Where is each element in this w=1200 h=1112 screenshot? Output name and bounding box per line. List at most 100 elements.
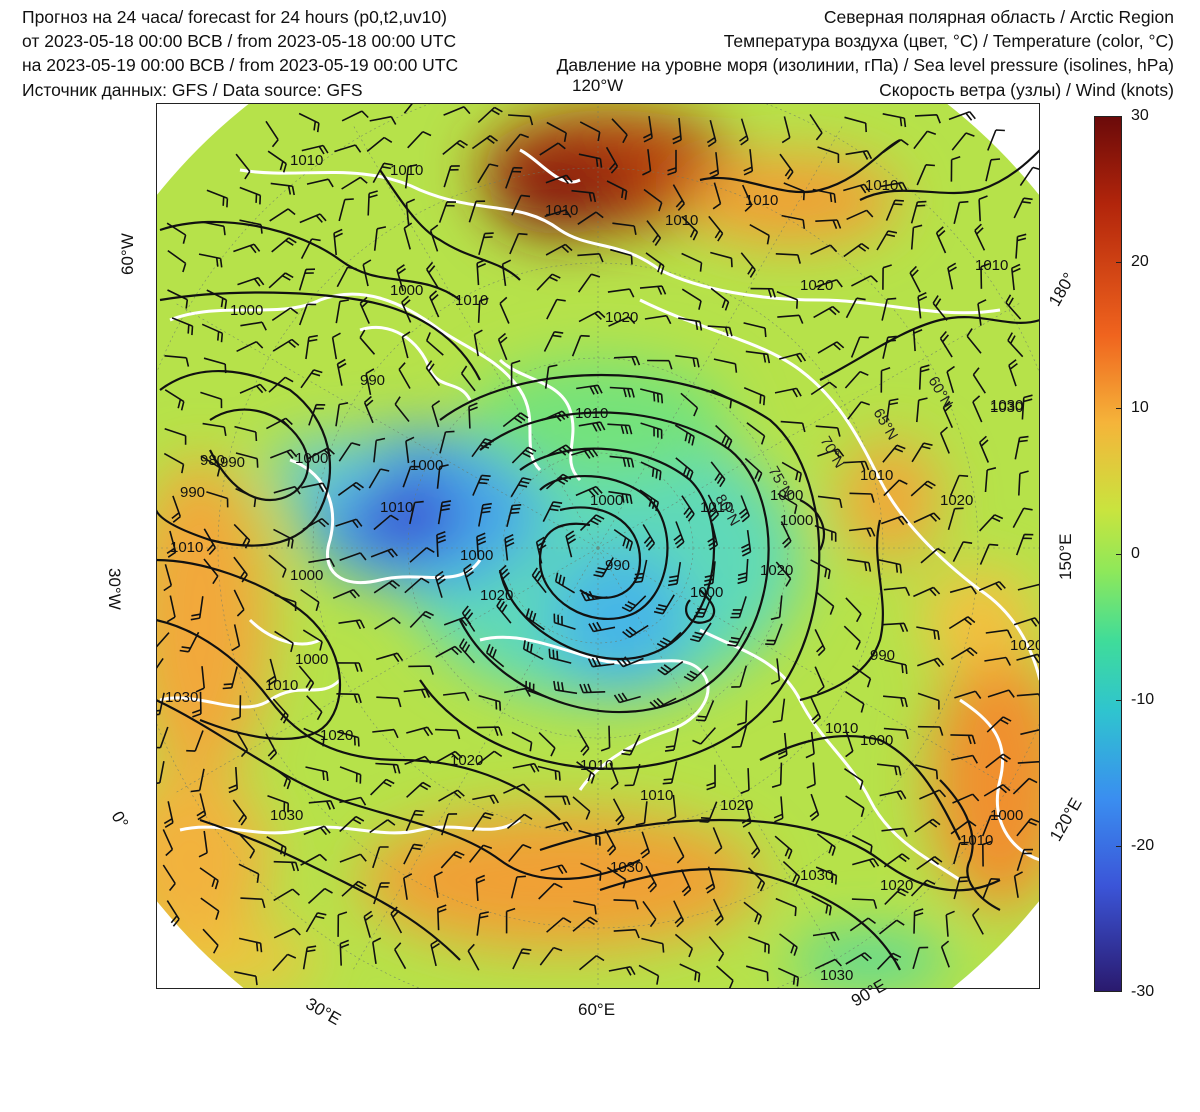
wind-barb	[950, 156, 961, 182]
wind-barb	[916, 397, 928, 423]
wind-barb	[1013, 871, 1023, 898]
wind-barb	[331, 332, 341, 360]
wind-barb	[409, 610, 434, 628]
wind-barb	[881, 827, 908, 837]
wind-barb	[222, 666, 238, 690]
wind-barb	[949, 585, 977, 595]
wind-barb	[813, 305, 841, 319]
wind-barb	[198, 830, 208, 858]
wind-barb	[1015, 533, 1034, 556]
wind-barb	[231, 624, 241, 652]
wind-barb	[303, 727, 325, 747]
wind-barb	[370, 778, 395, 796]
wind-barb	[950, 820, 977, 835]
isobar-label: 1020	[480, 587, 513, 604]
wind-barb	[405, 436, 415, 464]
wind-barb	[1021, 394, 1033, 420]
wind-barb	[499, 296, 510, 324]
wind-barb	[542, 501, 563, 522]
wind-barb	[336, 358, 347, 386]
wind-barb	[307, 887, 333, 904]
wind-barb	[883, 479, 908, 497]
wind-barb	[171, 495, 182, 523]
wind-barb	[206, 189, 229, 208]
wind-barb	[712, 827, 723, 855]
wind-barb	[308, 447, 335, 460]
wind-barb	[544, 795, 571, 806]
wind-barb	[1007, 332, 1024, 358]
wind-barb	[731, 665, 748, 688]
wind-barb	[781, 461, 802, 483]
wind-barb	[339, 815, 365, 833]
wind-barbs	[156, 103, 1040, 989]
wind-barb	[298, 112, 320, 133]
wind-barb	[156, 726, 169, 749]
wind-barb	[476, 911, 489, 936]
isobar-label: 1010	[170, 539, 203, 556]
wind-barb	[977, 299, 987, 326]
wind-barb	[476, 750, 503, 766]
wind-barb	[982, 878, 1000, 900]
wind-barb	[985, 753, 1011, 769]
wind-barb	[576, 384, 603, 395]
wind-barb	[403, 873, 413, 900]
lon-label-30w: 30°W	[105, 568, 124, 610]
wind-barb	[305, 912, 327, 933]
wind-barb	[203, 528, 216, 556]
wind-barb	[363, 910, 374, 938]
wind-barb	[843, 183, 871, 194]
wind-barb	[673, 521, 685, 549]
wind-barb	[746, 422, 766, 445]
wind-barb	[772, 698, 786, 723]
wind-barb	[647, 359, 673, 370]
wind-barb	[1017, 760, 1040, 765]
wind-barb	[645, 865, 658, 893]
wind-barb	[335, 518, 363, 529]
wind-barb	[810, 381, 838, 396]
colorbar-tick-minus10: -10	[1131, 691, 1155, 708]
wind-barb	[471, 812, 494, 832]
wind-barb	[608, 490, 633, 504]
wind-barb	[979, 543, 999, 565]
wind-barb	[765, 623, 783, 646]
wind-barb	[298, 268, 316, 291]
wind-barb	[404, 755, 432, 766]
wind-barb	[545, 174, 573, 185]
wind-barb	[748, 831, 761, 859]
wind-barb	[539, 142, 566, 156]
forecast-valid: на 2023-05-19 00:00 ВСВ / from 2023-05-1…	[22, 55, 459, 76]
wind-barb	[272, 698, 289, 724]
wind-barb	[433, 871, 443, 898]
wind-barb	[849, 527, 876, 538]
wind-barb	[910, 879, 936, 897]
isobar-label: 1030	[990, 397, 1023, 414]
wind-barb	[437, 500, 452, 525]
isobar-label: 990	[220, 454, 245, 471]
wind-barb	[844, 116, 867, 133]
wind-barb	[978, 435, 990, 463]
wind-barb	[883, 695, 908, 708]
isobar-label: 1010	[390, 162, 423, 179]
wind-barb	[404, 164, 418, 189]
wind-barb	[978, 195, 988, 222]
wind-barb	[394, 942, 407, 970]
wind-barb	[708, 936, 725, 962]
wind-barb	[917, 692, 940, 710]
wind-barb	[369, 115, 397, 125]
wind-barb	[575, 485, 603, 498]
wind-barb	[435, 728, 461, 740]
wind-barb	[512, 762, 540, 773]
wind-barb	[409, 547, 435, 563]
wind-barb	[917, 725, 944, 736]
wind-barb	[667, 561, 682, 587]
isobar-label: 1000	[295, 450, 328, 467]
wind-barb	[441, 813, 458, 836]
isobar-label: 1000	[290, 567, 323, 584]
wind-barb	[577, 253, 604, 263]
wind-barb	[775, 561, 792, 587]
wind-barb	[609, 386, 635, 398]
wind-barb	[981, 814, 1000, 837]
wind-barb	[402, 465, 420, 488]
wind-barb	[880, 367, 891, 393]
wind-barb	[809, 113, 823, 141]
